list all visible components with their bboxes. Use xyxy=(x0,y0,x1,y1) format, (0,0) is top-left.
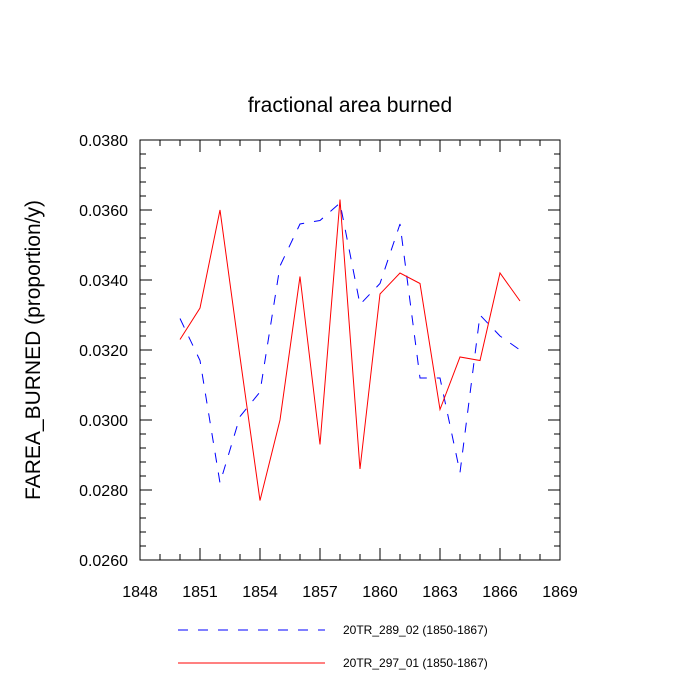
legend-label-1: 20TR_289_02 (1850-1867) xyxy=(343,623,488,637)
x-tick-label: 1866 xyxy=(482,584,518,601)
y-tick-label: 0.0300 xyxy=(79,413,128,430)
axis-tick-labels: 1848 1851 1854 1857 1860 1863 1866 1869 0.0260 0.… xyxy=(79,133,578,601)
x-tick-label: 1869 xyxy=(542,584,578,601)
x-tick-label: 1860 xyxy=(362,584,398,601)
series-layer xyxy=(179,199,521,501)
x-tick-label: 1857 xyxy=(302,584,338,601)
y-tick-label: 0.0380 xyxy=(79,133,128,150)
y-tick-label: 0.0360 xyxy=(79,203,128,220)
series-line-2 xyxy=(179,199,521,501)
y-tick-label: 0.0260 xyxy=(79,553,128,570)
x-tick-label: 1848 xyxy=(122,584,158,601)
y-tick-label: 0.0280 xyxy=(79,483,128,500)
y-axis-label: FAREA_BURNED (proportion/y) xyxy=(22,200,45,500)
x-tick-label: 1851 xyxy=(182,584,218,601)
legend-label-2: 20TR_297_01 (1850-1867) xyxy=(343,656,488,670)
y-tick-label: 0.0340 xyxy=(79,273,128,290)
chart-title: fractional area burned xyxy=(248,94,452,117)
axis-ticks xyxy=(139,139,561,561)
x-tick-label: 1863 xyxy=(422,584,458,601)
x-tick-label: 1854 xyxy=(242,584,278,601)
legend: 20TR_289_02 (1850-1867) 20TR_297_01 (1850… xyxy=(178,623,488,670)
series-line-1 xyxy=(179,202,521,484)
y-tick-label: 0.0320 xyxy=(79,343,128,360)
